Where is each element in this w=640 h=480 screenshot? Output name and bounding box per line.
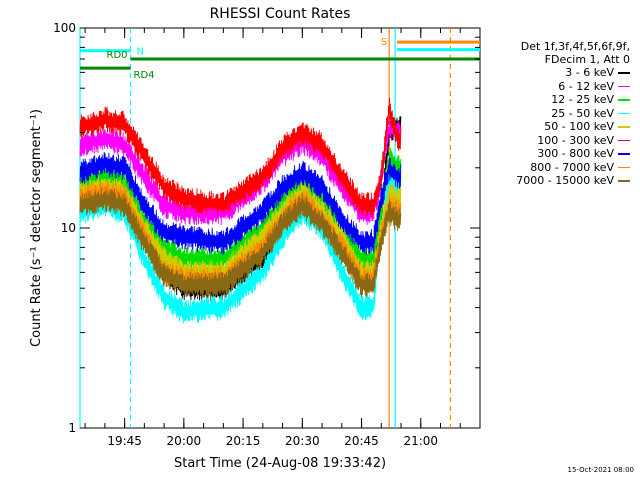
legend-item-25-50-kev: 25 - 50 keV bbox=[478, 107, 630, 121]
x-tick-label: 20:15 bbox=[226, 434, 261, 448]
legend-swatch bbox=[618, 85, 630, 87]
y-axis: 1 10 100 bbox=[53, 21, 480, 435]
y-tick-label: 10 bbox=[61, 221, 76, 235]
annotation-label-rd4: RD4 bbox=[134, 70, 155, 81]
legend-swatch bbox=[618, 180, 630, 182]
legend-label: 50 - 100 keV bbox=[544, 120, 614, 133]
x-tick-label: 20:00 bbox=[167, 434, 202, 448]
legend-swatch bbox=[618, 99, 630, 101]
x-tick-label: 20:45 bbox=[344, 434, 379, 448]
annotation-label-s: S bbox=[381, 37, 387, 48]
legend-item-50-100-kev: 50 - 100 keV bbox=[478, 120, 630, 134]
legend-swatch bbox=[618, 112, 630, 114]
annotations: N RD0 RD4 S bbox=[80, 37, 480, 81]
legend-header-2: FDecim 1, Att 0 bbox=[544, 53, 630, 66]
y-axis-label: Count Rate (s⁻¹ detector segment⁻¹) bbox=[29, 109, 44, 347]
legend-swatch bbox=[618, 153, 630, 155]
legend-item-12-25-kev: 12 - 25 keV bbox=[478, 93, 630, 107]
legend-swatch bbox=[618, 72, 630, 74]
legend-item-6-12-kev: 6 - 12 keV bbox=[478, 80, 630, 94]
legend-label: 300 - 800 keV bbox=[537, 147, 614, 160]
x-tick-label: 21:00 bbox=[403, 434, 438, 448]
series-group bbox=[79, 97, 402, 324]
legend-label: 3 - 6 keV bbox=[565, 66, 614, 79]
series-line-100-300-kev bbox=[79, 97, 402, 218]
legend: Det 1f,3f,4f,5f,6f,9f, FDecim 1, Att 0 3… bbox=[478, 40, 630, 188]
legend-swatch bbox=[618, 166, 630, 168]
y-tick-label: 100 bbox=[53, 21, 76, 35]
legend-label: 800 - 7000 keV bbox=[530, 160, 614, 174]
legend-swatch bbox=[618, 126, 630, 128]
chart-title: RHESSI Count Rates bbox=[210, 6, 351, 22]
legend-entries: 3 - 6 keV 6 - 12 keV 12 - 25 keV 25 - 50 ke… bbox=[478, 66, 630, 188]
legend-item-7000-15000-kev: 7000 - 15000 keV bbox=[478, 174, 630, 188]
legend-label: 7000 - 15000 keV bbox=[516, 174, 614, 187]
y-tick-label: 1 bbox=[68, 421, 76, 435]
legend-header-1: Det 1f,3f,4f,5f,6f,9f, bbox=[520, 40, 630, 53]
legend-label: 12 - 25 keV bbox=[551, 93, 614, 106]
legend-swatch bbox=[618, 139, 630, 141]
legend-label: 100 - 300 keV bbox=[537, 133, 614, 147]
series-line-7000-15000-kev bbox=[79, 187, 402, 298]
x-tick-label: 20:30 bbox=[285, 434, 320, 448]
legend-item-300-800-kev: 300 - 800 keV bbox=[478, 147, 630, 161]
legend-label: 25 - 50 keV bbox=[551, 106, 614, 120]
footer-timestamp: 15-Oct-2021 08:00 bbox=[567, 466, 634, 474]
legend-item-3-6-kev: 3 - 6 keV bbox=[478, 66, 630, 80]
legend-item-800-7000-kev: 800 - 7000 keV bbox=[478, 161, 630, 175]
legend-label: 6 - 12 keV bbox=[558, 79, 614, 93]
series-line-300-800-kev bbox=[79, 151, 402, 256]
x-tick-label: 19:45 bbox=[107, 434, 142, 448]
annotation-label-n: N bbox=[137, 47, 144, 58]
x-axis-label: Start Time (24-Aug-08 19:33:42) bbox=[174, 456, 386, 471]
x-axis: 19:45 20:00 20:15 20:30 20:45 21:00 bbox=[84, 28, 481, 448]
annotation-label-rd0: RD0 bbox=[107, 50, 128, 61]
legend-item-100-300-kev: 100 - 300 keV bbox=[478, 134, 630, 148]
